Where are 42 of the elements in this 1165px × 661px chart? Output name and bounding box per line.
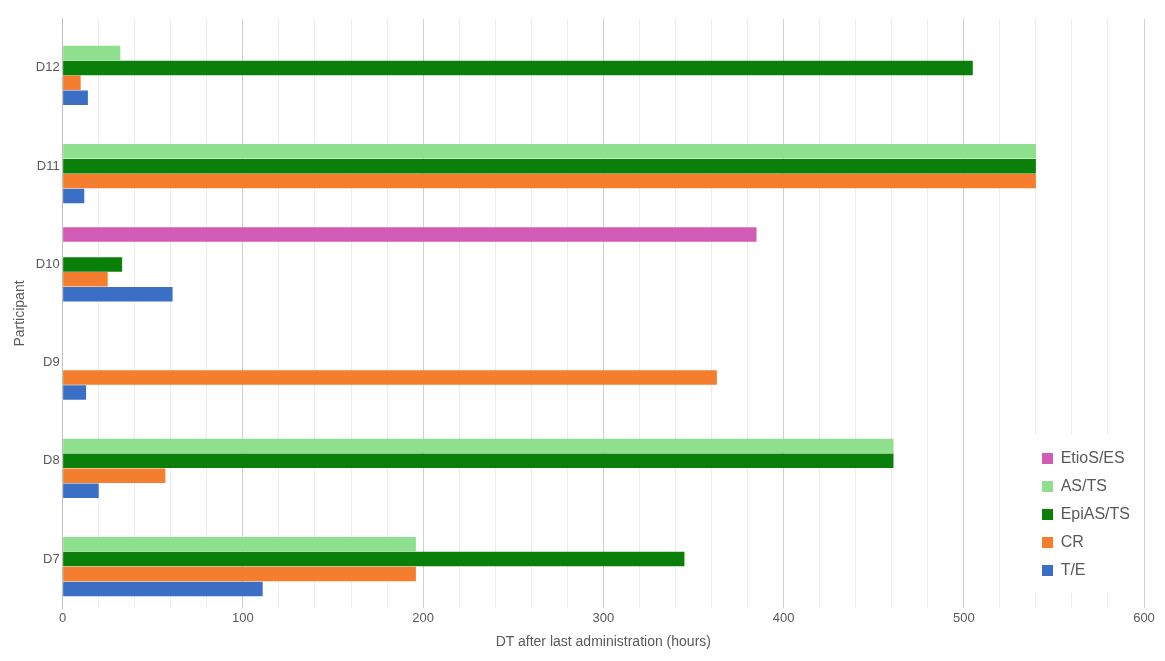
bar: [63, 188, 85, 204]
legend-label: EpiAS/TS: [1060, 505, 1130, 523]
y-tick-label: D10: [35, 255, 60, 271]
bar: [63, 536, 416, 552]
x-tick-label: 100: [232, 610, 254, 626]
bar: [63, 566, 416, 582]
x-tick-label: 300: [592, 610, 615, 626]
y-axis-title: Participant: [11, 280, 28, 347]
bar: [63, 60, 973, 76]
x-axis-title: DT after last administration (hours): [495, 633, 711, 650]
bar: [63, 551, 685, 567]
bar: [63, 173, 1036, 189]
x-tick-label: 500: [952, 610, 975, 626]
bar: [63, 483, 99, 498]
bar: [63, 90, 88, 106]
x-tick-label: 200: [412, 610, 434, 626]
y-tick-label: D12: [35, 59, 60, 75]
bar: [63, 581, 263, 597]
bar: [63, 45, 121, 61]
legend-label: EtioS/ES: [1060, 449, 1125, 467]
bar: [63, 272, 108, 287]
y-tick-label: D7: [43, 550, 60, 566]
bar: [63, 370, 717, 385]
y-tick-label: D8: [43, 452, 60, 468]
bar: [63, 227, 757, 242]
bar: [63, 453, 894, 469]
bar: [63, 158, 1036, 174]
y-tick-label: D9: [43, 354, 60, 370]
bar: [63, 75, 81, 91]
x-tick-label: 400: [772, 610, 795, 626]
legend-label: CR: [1060, 533, 1084, 551]
bar: [63, 438, 894, 454]
x-tick-label: 600: [1133, 610, 1155, 626]
bar: [63, 287, 173, 302]
legend-label: T/E: [1060, 561, 1086, 579]
x-tick-label: 0: [59, 610, 67, 626]
bar: [63, 385, 87, 400]
bar: [63, 257, 123, 272]
y-tick-label: D11: [36, 157, 60, 173]
legend-label: AS/TS: [1060, 477, 1107, 495]
bar: [63, 143, 1036, 159]
bar: [63, 468, 166, 484]
